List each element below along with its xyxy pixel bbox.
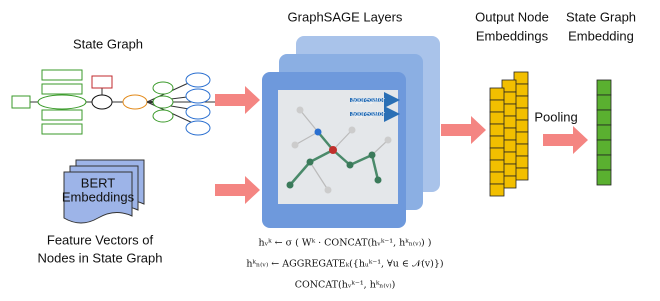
aggregator-label: aggregator bbox=[351, 97, 386, 104]
arrow bbox=[215, 86, 260, 114]
node bbox=[153, 96, 173, 108]
formula: CONCAT(hᵥᵏ⁻¹, hᵏₙ₍ᵥ₎) bbox=[295, 280, 396, 291]
graph-embedding-title: State Graph bbox=[566, 9, 636, 24]
diagram: State Graph BERT Embeddings Feature Vect… bbox=[0, 0, 660, 296]
embedding-cell bbox=[597, 80, 611, 95]
node bbox=[123, 95, 147, 109]
network-node bbox=[349, 127, 356, 134]
output-title: Output Node bbox=[475, 9, 549, 24]
graphsage-title: GraphSAGE Layers bbox=[288, 9, 403, 24]
network-node bbox=[369, 152, 376, 159]
node bbox=[153, 82, 173, 94]
arrow bbox=[215, 176, 260, 204]
node bbox=[12, 96, 30, 108]
node bbox=[186, 89, 210, 103]
embedding-cell bbox=[490, 136, 504, 148]
network-node bbox=[385, 137, 392, 144]
formula: hᵏₙ₍ᵥ₎ ← AGGREGATEₖ({hᵤᵏ⁻¹, ∀u ∈ 𝒩(v)}) bbox=[246, 259, 443, 270]
embedding-cell bbox=[490, 148, 504, 160]
node bbox=[92, 76, 112, 88]
node bbox=[42, 84, 82, 94]
network-node bbox=[292, 142, 299, 149]
network-node bbox=[287, 182, 294, 189]
node bbox=[42, 110, 82, 120]
features-caption: Feature Vectors of bbox=[47, 232, 154, 247]
node bbox=[92, 95, 112, 109]
output-title: Embeddings bbox=[476, 28, 549, 43]
state-graph-title: State Graph bbox=[73, 36, 143, 51]
embedding-cell bbox=[490, 88, 504, 100]
node bbox=[42, 124, 82, 134]
graph-embedding-title: Embedding bbox=[568, 28, 634, 43]
node bbox=[38, 95, 86, 109]
embedding-cell bbox=[490, 184, 504, 196]
arrow bbox=[441, 116, 486, 144]
network-node bbox=[329, 146, 337, 154]
pooling-label: Pooling bbox=[534, 109, 577, 124]
arrow bbox=[543, 126, 588, 154]
embedding-cell bbox=[490, 112, 504, 124]
embedding-cell bbox=[597, 110, 611, 125]
state-graph bbox=[12, 70, 215, 135]
node bbox=[186, 105, 210, 119]
node bbox=[153, 110, 173, 122]
network-node bbox=[347, 162, 354, 169]
network-node bbox=[315, 129, 322, 136]
network-node bbox=[307, 159, 314, 166]
node bbox=[186, 73, 210, 87]
network-node bbox=[297, 107, 304, 114]
network-node bbox=[325, 187, 332, 194]
embedding-cell bbox=[490, 100, 504, 112]
embedding-cell bbox=[490, 124, 504, 136]
embedding-cell bbox=[597, 125, 611, 140]
document-label: BERT bbox=[81, 175, 115, 190]
aggregator-label: aggregator bbox=[351, 111, 386, 118]
embedding-cell bbox=[597, 95, 611, 110]
page: State Graph BERT Embeddings Feature Vect… bbox=[0, 0, 660, 301]
embedding-cell bbox=[490, 172, 504, 184]
embedding-cell bbox=[597, 155, 611, 170]
embedding-cell bbox=[597, 170, 611, 185]
node bbox=[42, 70, 82, 80]
network-node bbox=[375, 177, 382, 184]
embedding-cell bbox=[490, 160, 504, 172]
features-caption: Nodes in State Graph bbox=[37, 250, 162, 265]
node bbox=[186, 121, 210, 135]
embedding-cell bbox=[597, 140, 611, 155]
formula: hᵥᵏ ← σ ( Wᵏ · CONCAT(hᵥᵏ⁻¹, hᵏₙ₍ᵥ₎) ) bbox=[259, 238, 432, 249]
document-label: Embeddings bbox=[62, 189, 135, 204]
